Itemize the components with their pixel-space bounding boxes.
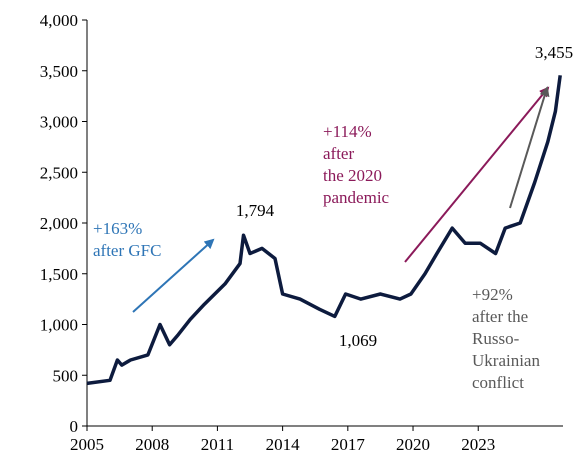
arrow [404, 86, 550, 263]
annotation: +114% [323, 122, 372, 141]
x-tick-label: 2011 [201, 435, 234, 454]
annotation: Russo- [472, 329, 520, 348]
arrow [509, 86, 550, 209]
y-tick-label: 2,500 [40, 163, 78, 182]
x-tick-label: 2005 [70, 435, 104, 454]
y-tick-label: 3,500 [40, 62, 78, 81]
y-tick-label: 3,000 [40, 113, 78, 132]
annotation: 1,069 [339, 331, 377, 350]
x-tick-label: 2023 [461, 435, 495, 454]
x-tick-label: 2014 [266, 435, 301, 454]
arrow [132, 238, 215, 313]
x-tick-label: 2020 [396, 435, 430, 454]
annotation: conflict [472, 373, 524, 392]
annotation: +163% [93, 219, 142, 238]
y-tick-label: 1,000 [40, 316, 78, 335]
annotation: the 2020 [323, 166, 382, 185]
annotation: Ukrainian [472, 351, 540, 370]
y-tick-label: 500 [53, 366, 79, 385]
annotation: 1,794 [236, 201, 275, 220]
annotation: after [323, 144, 354, 163]
y-tick-label: 4,000 [40, 11, 78, 30]
annotation: after GFC [93, 241, 161, 260]
annotation: after the [472, 307, 528, 326]
y-tick-label: 0 [70, 417, 79, 436]
y-tick-label: 2,000 [40, 214, 78, 233]
x-tick-label: 2017 [331, 435, 366, 454]
y-tick-label: 1,500 [40, 265, 78, 284]
annotation: +92% [472, 285, 513, 304]
price-line [86, 75, 562, 386]
annotation: 3,455 [535, 43, 573, 62]
x-tick-label: 2008 [135, 435, 169, 454]
annotation: pandemic [323, 188, 390, 207]
